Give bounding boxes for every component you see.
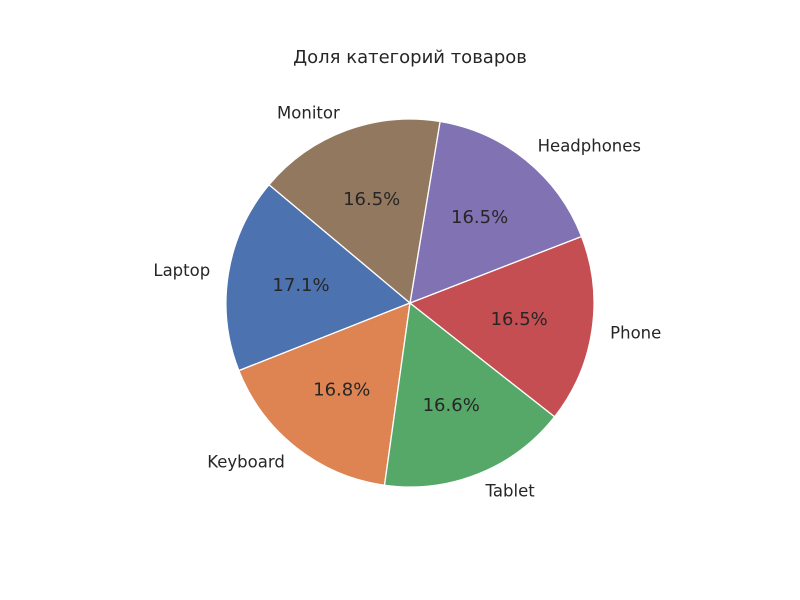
category-label-tablet: Tablet	[485, 481, 536, 500]
pct-label-tablet: 16.6%	[423, 395, 480, 416]
pct-label-monitor: 16.5%	[343, 189, 400, 210]
pie-slice-monitor	[268, 118, 441, 304]
pct-label-laptop: 17.1%	[272, 275, 329, 296]
chart-title: Доля категорий товаров	[293, 47, 527, 68]
pct-label-headphones: 16.5%	[451, 207, 508, 228]
pie-slice-keyboard	[238, 302, 411, 486]
pct-label-phone: 16.5%	[491, 309, 548, 330]
category-labels: Laptop Keyboard Tablet Phone Headphones Monit…	[153, 104, 661, 501]
category-label-headphones: Headphones	[538, 136, 641, 155]
category-label-monitor: Monitor	[277, 104, 340, 123]
category-label-laptop: Laptop	[153, 261, 210, 280]
pct-label-keyboard: 16.8%	[313, 379, 370, 400]
category-label-keyboard: Keyboard	[207, 453, 285, 472]
percentage-labels: 17.1% 16.8% 16.6% 16.5% 16.5% 16.5%	[272, 189, 547, 416]
pie-slice-tablet	[383, 302, 556, 488]
pie-slice-phone	[409, 235, 595, 418]
pie-slice-headphones	[409, 120, 583, 304]
pie-slices	[225, 118, 595, 488]
pie-slice-laptop	[225, 184, 411, 372]
category-label-phone: Phone	[610, 323, 661, 342]
